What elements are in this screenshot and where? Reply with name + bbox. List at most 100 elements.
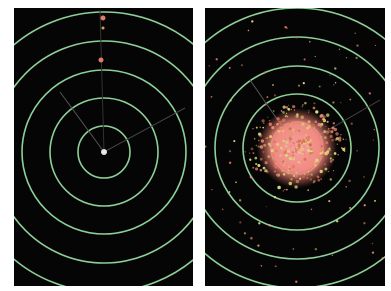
speck (204, 145, 206, 147)
speck (261, 265, 263, 267)
speck (336, 220, 338, 222)
speck (255, 163, 257, 165)
speck (269, 120, 270, 121)
speck (289, 144, 292, 147)
speck (265, 138, 266, 139)
speck (301, 147, 303, 149)
speck (328, 171, 330, 173)
speck (249, 153, 250, 154)
speck (319, 114, 322, 117)
speck (239, 221, 241, 223)
speck (290, 178, 292, 180)
echo (102, 27, 105, 30)
speck (346, 57, 347, 58)
speck (332, 101, 334, 103)
speck (276, 123, 279, 126)
speck (262, 119, 265, 122)
speck (275, 149, 278, 152)
speck (252, 167, 254, 169)
speck (328, 128, 330, 130)
speck (211, 96, 213, 98)
speck (254, 157, 257, 160)
speck (295, 281, 297, 283)
speck (273, 141, 276, 144)
speck (288, 105, 289, 106)
speck (267, 117, 268, 118)
speck (332, 127, 335, 130)
speck (262, 127, 264, 129)
speck (306, 149, 307, 150)
speck (345, 139, 346, 140)
speck (276, 143, 279, 146)
speck (302, 176, 305, 179)
speck (298, 132, 299, 133)
speck (272, 146, 274, 148)
speck (374, 129, 375, 130)
speck (308, 110, 309, 111)
speck (340, 102, 341, 103)
speck (275, 265, 277, 267)
speck (322, 145, 324, 147)
speck (257, 164, 260, 167)
speck (258, 145, 260, 147)
speck (328, 200, 330, 202)
speck (197, 100, 199, 102)
speck (289, 158, 292, 161)
speck (325, 141, 328, 144)
speck (235, 181, 237, 183)
speck (363, 222, 365, 224)
speck (334, 152, 337, 155)
speck (287, 172, 289, 174)
speck (303, 82, 305, 84)
speck (333, 84, 334, 85)
speck (298, 161, 300, 163)
speck (291, 150, 293, 152)
speck (319, 152, 322, 155)
speck (308, 155, 311, 158)
speck (308, 120, 311, 123)
speck (272, 126, 273, 127)
speck (311, 173, 313, 175)
speck (324, 163, 326, 165)
speck (302, 153, 304, 155)
speck (284, 162, 286, 164)
speck (264, 103, 266, 105)
speck (293, 175, 295, 177)
speck (250, 176, 253, 179)
speck (283, 173, 286, 176)
speck (375, 45, 376, 46)
speck (274, 196, 276, 198)
speck (208, 65, 210, 67)
speck (330, 130, 333, 133)
speck (310, 178, 312, 180)
speck (307, 138, 310, 141)
speck (301, 146, 303, 148)
speck (258, 140, 260, 142)
speck (233, 140, 235, 142)
speck (315, 110, 318, 113)
speck (298, 145, 301, 148)
speck (382, 257, 384, 259)
speck (292, 154, 294, 156)
speck (335, 132, 339, 136)
speck (283, 119, 286, 122)
speck (295, 176, 298, 179)
speck (292, 151, 294, 153)
speck (372, 251, 374, 253)
speck (304, 174, 305, 175)
speck (199, 169, 200, 170)
speck (327, 121, 329, 123)
speck (263, 122, 265, 124)
speck (293, 137, 294, 138)
speck (266, 206, 267, 207)
speck (267, 155, 270, 158)
speck (249, 159, 251, 161)
speck (308, 150, 311, 153)
speck (333, 122, 335, 124)
speck (321, 136, 323, 138)
speck (267, 137, 268, 138)
speck (324, 152, 327, 155)
speck (283, 105, 286, 108)
speck (303, 145, 306, 148)
speck (286, 189, 288, 191)
